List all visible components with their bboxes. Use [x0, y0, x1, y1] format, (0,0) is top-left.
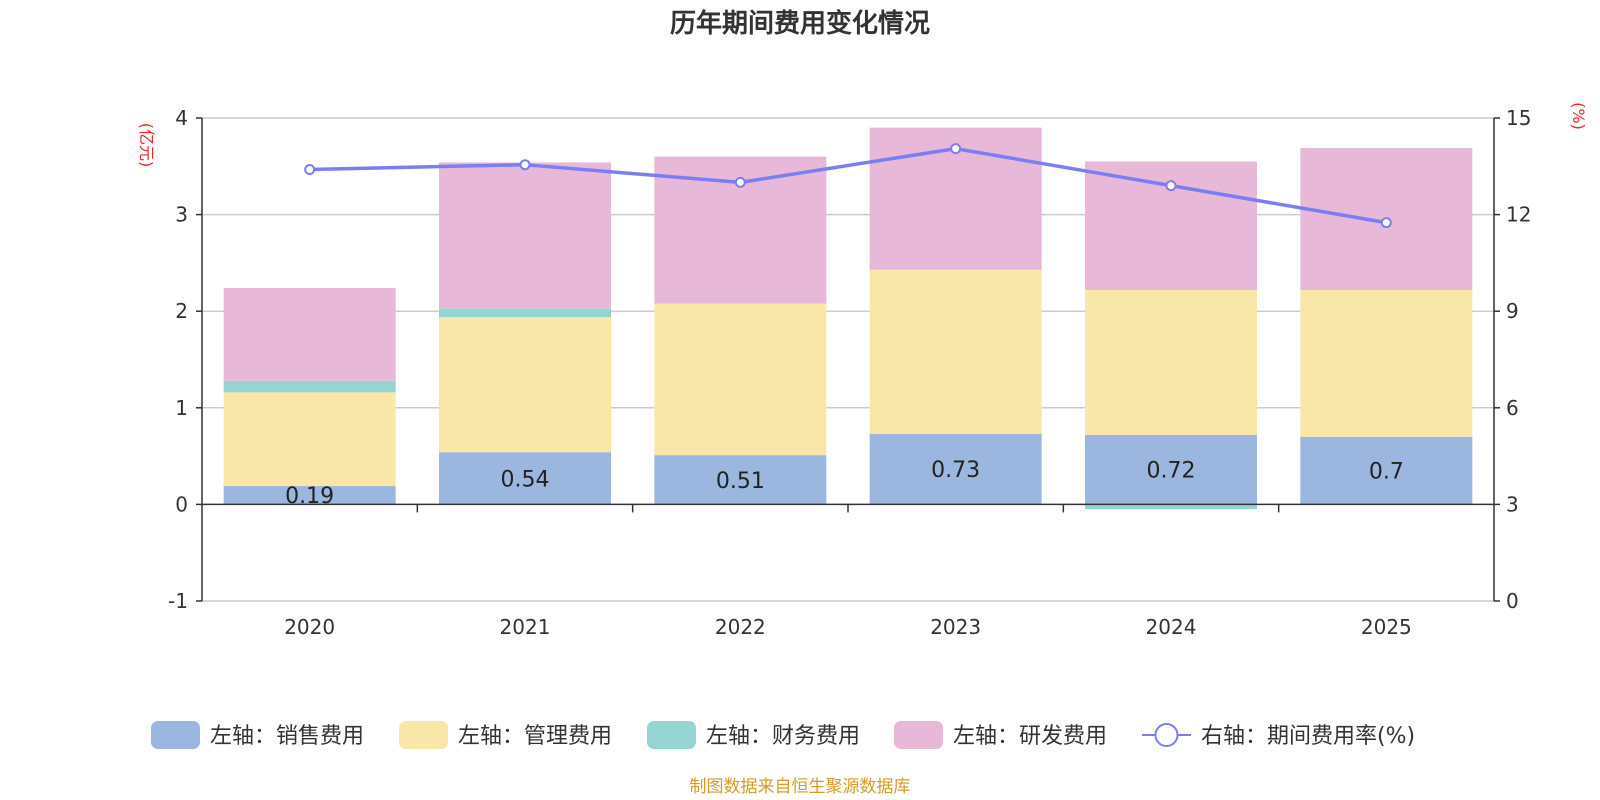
ratio-line-path [309, 146, 1387, 225]
ratio-point [950, 143, 962, 155]
x-axis-tick-label: 2023 [930, 615, 981, 639]
bar-segment [1300, 289, 1473, 437]
bar-segment [439, 316, 611, 453]
bar-segment [223, 486, 396, 505]
legend-swatch [894, 721, 943, 749]
bar-segment [1085, 504, 1257, 510]
x-axis-tick-label: 2022 [715, 615, 766, 639]
right-axis-tick-label: 3 [1506, 492, 1519, 516]
bar-segment [223, 288, 396, 381]
left-axis-tick-label: 1 [175, 396, 188, 420]
bar-segment [439, 162, 611, 309]
chart-title: 历年期间费用变化情况 [670, 8, 930, 39]
data-labels: 0.19 0.54 0.51 0.73 0.72 0.7 [285, 458, 1404, 509]
bar-segment [869, 269, 1042, 434]
legend-marker [1154, 723, 1179, 747]
right-axis-tick-label: 6 [1506, 396, 1519, 420]
legend-swatch [151, 721, 200, 749]
ratio-point [1165, 180, 1177, 192]
bar-segment [654, 303, 827, 456]
legend-label: 左轴：销售费用 [210, 724, 364, 749]
x-axis-tick-label: 2021 [500, 615, 551, 639]
bar-segment [1300, 436, 1473, 505]
legend-label: 左轴：研发费用 [953, 724, 1107, 749]
data-label: 0.73 [931, 458, 980, 483]
right-axis-unit: (%) [1569, 102, 1588, 130]
bar-segment [223, 392, 396, 487]
left-axis-tick-label: 3 [175, 203, 188, 227]
x-axis-tick-label: 2020 [284, 615, 335, 639]
data-label: 0.51 [716, 469, 765, 494]
legend-label: 右轴：期间费用率(%) [1201, 724, 1415, 749]
right-axis-tick-label: 15 [1506, 106, 1531, 130]
x-axis-tick-label: 2024 [1146, 615, 1197, 639]
source-note: 制图数据来自恒生聚源数据库 [690, 777, 911, 797]
left-axis-tick-label: -1 [168, 589, 188, 613]
bar-segment [1085, 289, 1257, 435]
left-axis-tick-label: 2 [175, 299, 188, 323]
data-label: 0.72 [1147, 459, 1196, 484]
bar-segment [654, 455, 827, 505]
ratio-point [734, 176, 746, 188]
ratio-line [304, 143, 1392, 229]
ratio-point [1380, 217, 1392, 229]
data-label: 0.54 [501, 467, 550, 492]
right-axis-tick-label: 12 [1506, 203, 1531, 227]
ratio-point [304, 164, 316, 176]
ratio-point [519, 159, 531, 171]
left-axis-tick-label: 4 [175, 106, 188, 130]
legend-swatch [647, 721, 696, 749]
legend-label: 左轴：财务费用 [706, 724, 860, 749]
right-axis-tick-label: 9 [1506, 299, 1519, 323]
bar-segment [869, 433, 1042, 505]
legend: 左轴：销售费用 左轴：管理费用 左轴：财务费用 左轴：研发费用 右轴：期间费用率(%) [151, 721, 1415, 749]
bar-segment [223, 380, 396, 393]
bar-segment [439, 452, 611, 505]
left-axis-unit: (亿元) [137, 123, 156, 168]
legend-swatch [399, 721, 448, 749]
right-axis-tick-label: 0 [1506, 589, 1519, 613]
bar-series [223, 127, 1473, 510]
legend-label: 左轴：管理费用 [458, 724, 612, 749]
x-axis-tick-label: 2025 [1361, 615, 1412, 639]
data-label: 0.19 [285, 484, 334, 509]
bar-segment [1085, 434, 1257, 505]
data-label: 0.7 [1369, 460, 1404, 485]
grid-lines [202, 117, 1494, 602]
left-axis-tick-label: 0 [175, 492, 188, 516]
bar-segment [439, 308, 611, 317]
